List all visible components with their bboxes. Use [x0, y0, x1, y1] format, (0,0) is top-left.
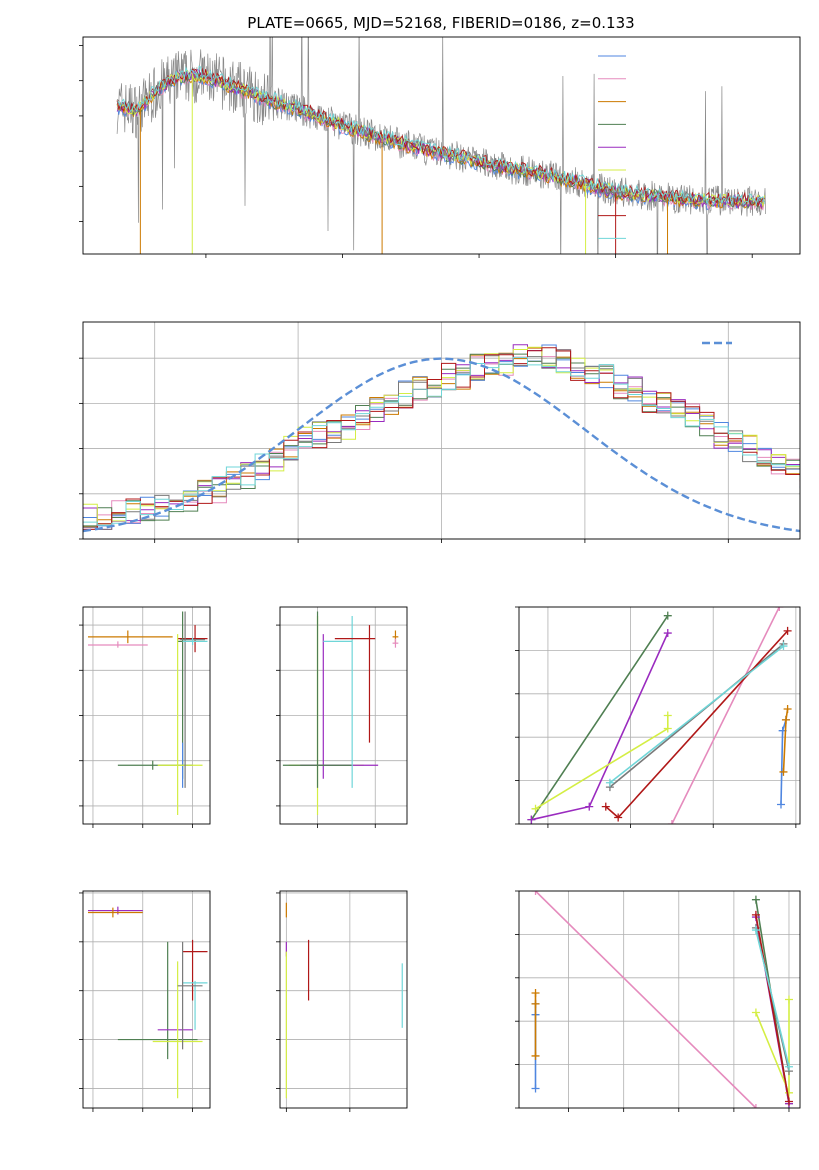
plot-frame	[82, 890, 211, 1109]
data-point-marker	[783, 704, 792, 713]
plot-body	[116, 37, 766, 254]
panel-residuals	[79, 321, 801, 543]
histogram-7	[83, 347, 800, 530]
data-point-marker	[531, 1084, 540, 1093]
histogram-8	[83, 356, 800, 526]
data-point-marker	[784, 1062, 793, 1071]
data-point-marker	[663, 629, 672, 638]
panel-weight_vs_Z	[515, 890, 801, 1112]
series-line-5	[535, 715, 669, 810]
data-point-marker	[531, 804, 540, 813]
data-point-marker	[783, 626, 792, 635]
gaussian-curve	[83, 357, 800, 533]
plot-frame	[82, 321, 801, 540]
data-point-marker	[667, 820, 676, 824]
legend	[598, 55, 626, 239]
panel-age_vs_Z	[79, 606, 211, 828]
plot-frame	[279, 606, 408, 825]
series-line-1	[534, 891, 757, 1108]
data-point-marker	[751, 895, 760, 904]
data-point-marker	[784, 1088, 793, 1097]
series-line-8	[609, 645, 784, 784]
data-point-marker	[605, 778, 614, 787]
model-spectrum-7	[116, 67, 765, 208]
data-point-marker	[531, 988, 540, 997]
data-point-marker	[663, 611, 672, 620]
series-line-1	[671, 607, 781, 824]
panel-weight_vs_age	[515, 606, 801, 828]
plot-body	[282, 611, 399, 815]
data-point-marker	[527, 815, 536, 824]
model-spectrum-2	[116, 72, 765, 210]
plot-frame	[518, 606, 801, 825]
data-point-marker	[751, 1008, 760, 1017]
plot-body	[83, 344, 800, 533]
data-point-marker	[585, 802, 594, 811]
panel-mass_vs_Z	[79, 890, 211, 1112]
series-line-4	[531, 632, 669, 821]
data-point-marker	[776, 800, 785, 809]
plot-frame	[82, 36, 801, 255]
data-point-marker	[751, 1104, 760, 1108]
plot-frame	[279, 890, 408, 1109]
data-point-marker	[781, 715, 790, 724]
panel-age_vs_mass	[276, 606, 408, 828]
data-point-marker	[751, 926, 760, 935]
panel-mass_vs_EBV	[276, 890, 408, 1112]
data-point-marker	[779, 642, 788, 651]
panel-spectrum	[79, 36, 801, 258]
data-point-marker	[531, 1051, 540, 1060]
series-line-6	[609, 643, 785, 788]
histogram-5	[83, 346, 800, 525]
model-spectrum-8	[117, 65, 765, 206]
data-point-marker	[601, 802, 610, 811]
series-line-8	[755, 929, 790, 1067]
data-point-marker	[531, 891, 540, 895]
plot-frame	[82, 606, 211, 825]
data-point-marker	[663, 724, 672, 733]
observed-spectrum	[116, 37, 766, 254]
series-line-7	[605, 630, 789, 819]
plot-body	[531, 891, 793, 1108]
data-point-marker	[775, 607, 784, 611]
data-point-marker	[614, 813, 623, 822]
series-line-3	[530, 615, 669, 821]
data-point-marker	[751, 910, 760, 919]
data-point-marker	[779, 767, 788, 776]
series-line-7	[755, 914, 790, 1102]
data-point-marker	[784, 995, 793, 1004]
plot-body	[87, 906, 208, 1099]
plot-body	[285, 902, 403, 1099]
plot-body	[87, 611, 208, 815]
plot-frame	[518, 890, 801, 1109]
histogram-4	[83, 344, 800, 530]
figure-title: PLATE=0665, MJD=52168, FIBERID=0186, z=0…	[247, 14, 634, 32]
plot-body	[527, 607, 792, 824]
data-point-marker	[531, 999, 540, 1008]
data-point-marker	[663, 711, 672, 720]
data-point-marker	[784, 1097, 793, 1106]
